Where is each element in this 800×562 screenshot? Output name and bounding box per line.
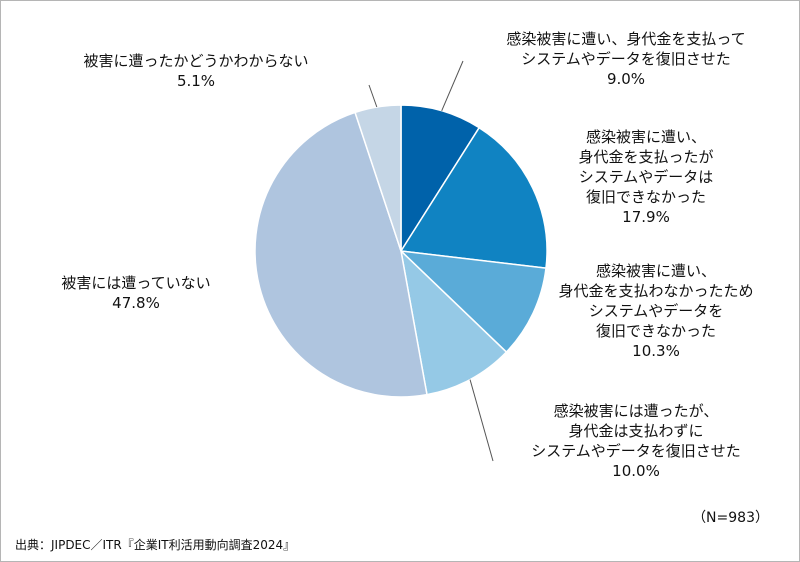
pie-slice [400,104,481,254]
slice-label-line: 身代金を支払ったが [578,148,714,166]
slice-label-line: システムやデータは [578,168,714,186]
leader-line [441,60,464,111]
leader-line [469,379,494,462]
slice-label-line: システムやデータを復旧させた [521,50,731,68]
slice-label-line: 復旧できなかった [595,322,716,340]
slice-percent: 10.3% [632,342,680,360]
slice-label-line: 被害には遭っていない [61,274,211,292]
slice-label: 感染被害には遭ったが、 身代金は支払わずにシステムやデータを復旧させた 10.0% [491,401,781,481]
slice-label-line: 感染被害に遭い、 [595,262,716,280]
sample-size: （N=983） [692,510,769,526]
slice-label-line: 復旧できなかった [585,188,706,206]
slice-label-line: 身代金は支払わずに [568,422,704,440]
slice-percent: 17.9% [622,208,670,226]
source-note: 出典：JIPDEC／ITR『企業IT利活用動向調査2024』 [15,538,296,552]
slice-label-line: 感染被害に遭い、身代金を支払って [506,30,746,48]
slice-label-line: 身代金を支払わなかったため [558,282,754,300]
pie-slice [254,111,428,398]
pie-slice [354,104,402,252]
slice-label-line: 被害に遭ったかどうかわからない [83,52,309,70]
slice-percent: 47.8% [112,294,160,312]
leader-line [368,84,378,108]
pie-slice [399,126,548,269]
slice-label-line: システムやデータを [588,302,724,320]
slice-percent: 5.1% [176,72,216,90]
slice-label-line: 感染被害には遭ったが、 [553,402,719,420]
pie-slice [398,249,547,354]
slice-label: 感染被害に遭い、 身代金を支払ったが システムやデータは 復旧できなかった 17.9% [546,127,746,227]
slice-label: 感染被害に遭い、身代金を支払って システムやデータを復旧させた 9.0% [461,29,791,89]
slice-label: 被害には遭っていない 47.8% [21,273,251,313]
slice-percent: 9.0% [606,70,646,88]
slice-percent: 10.0% [612,462,660,480]
slice-label-line: システムやデータを復旧させた [531,442,741,460]
slice-label: 感染被害に遭い、身代金を支払わなかったため システムやデータを 復旧できなかった 10… [536,261,776,361]
slice-label-line: 感染被害に遭い、 [585,128,706,146]
slice-label: 被害に遭ったかどうかわからない 5.1% [31,51,361,91]
